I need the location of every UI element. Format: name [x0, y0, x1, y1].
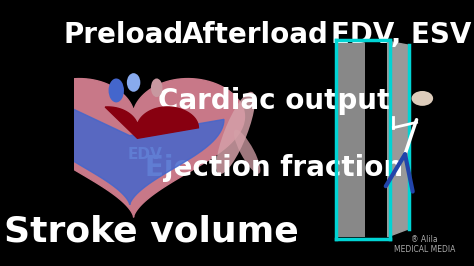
Ellipse shape: [109, 78, 124, 102]
Polygon shape: [23, 78, 245, 217]
Text: ® Alila
MEDICAL MEDIA: ® Alila MEDICAL MEDIA: [393, 235, 455, 254]
Ellipse shape: [216, 92, 255, 174]
Ellipse shape: [234, 130, 260, 174]
Text: Ejection fraction: Ejection fraction: [145, 153, 403, 182]
Text: Cardiac output: Cardiac output: [158, 87, 390, 115]
Bar: [337, 43, 365, 237]
Text: Stroke volume: Stroke volume: [3, 214, 298, 248]
Polygon shape: [105, 107, 199, 138]
Ellipse shape: [151, 78, 163, 97]
Polygon shape: [36, 98, 224, 205]
Text: Preload: Preload: [64, 20, 184, 49]
Text: EDV: EDV: [128, 147, 163, 162]
Text: Afterload: Afterload: [182, 20, 328, 49]
Polygon shape: [388, 41, 409, 237]
Ellipse shape: [127, 73, 140, 92]
Text: EDV, ESV: EDV, ESV: [331, 20, 471, 49]
Circle shape: [411, 91, 433, 106]
